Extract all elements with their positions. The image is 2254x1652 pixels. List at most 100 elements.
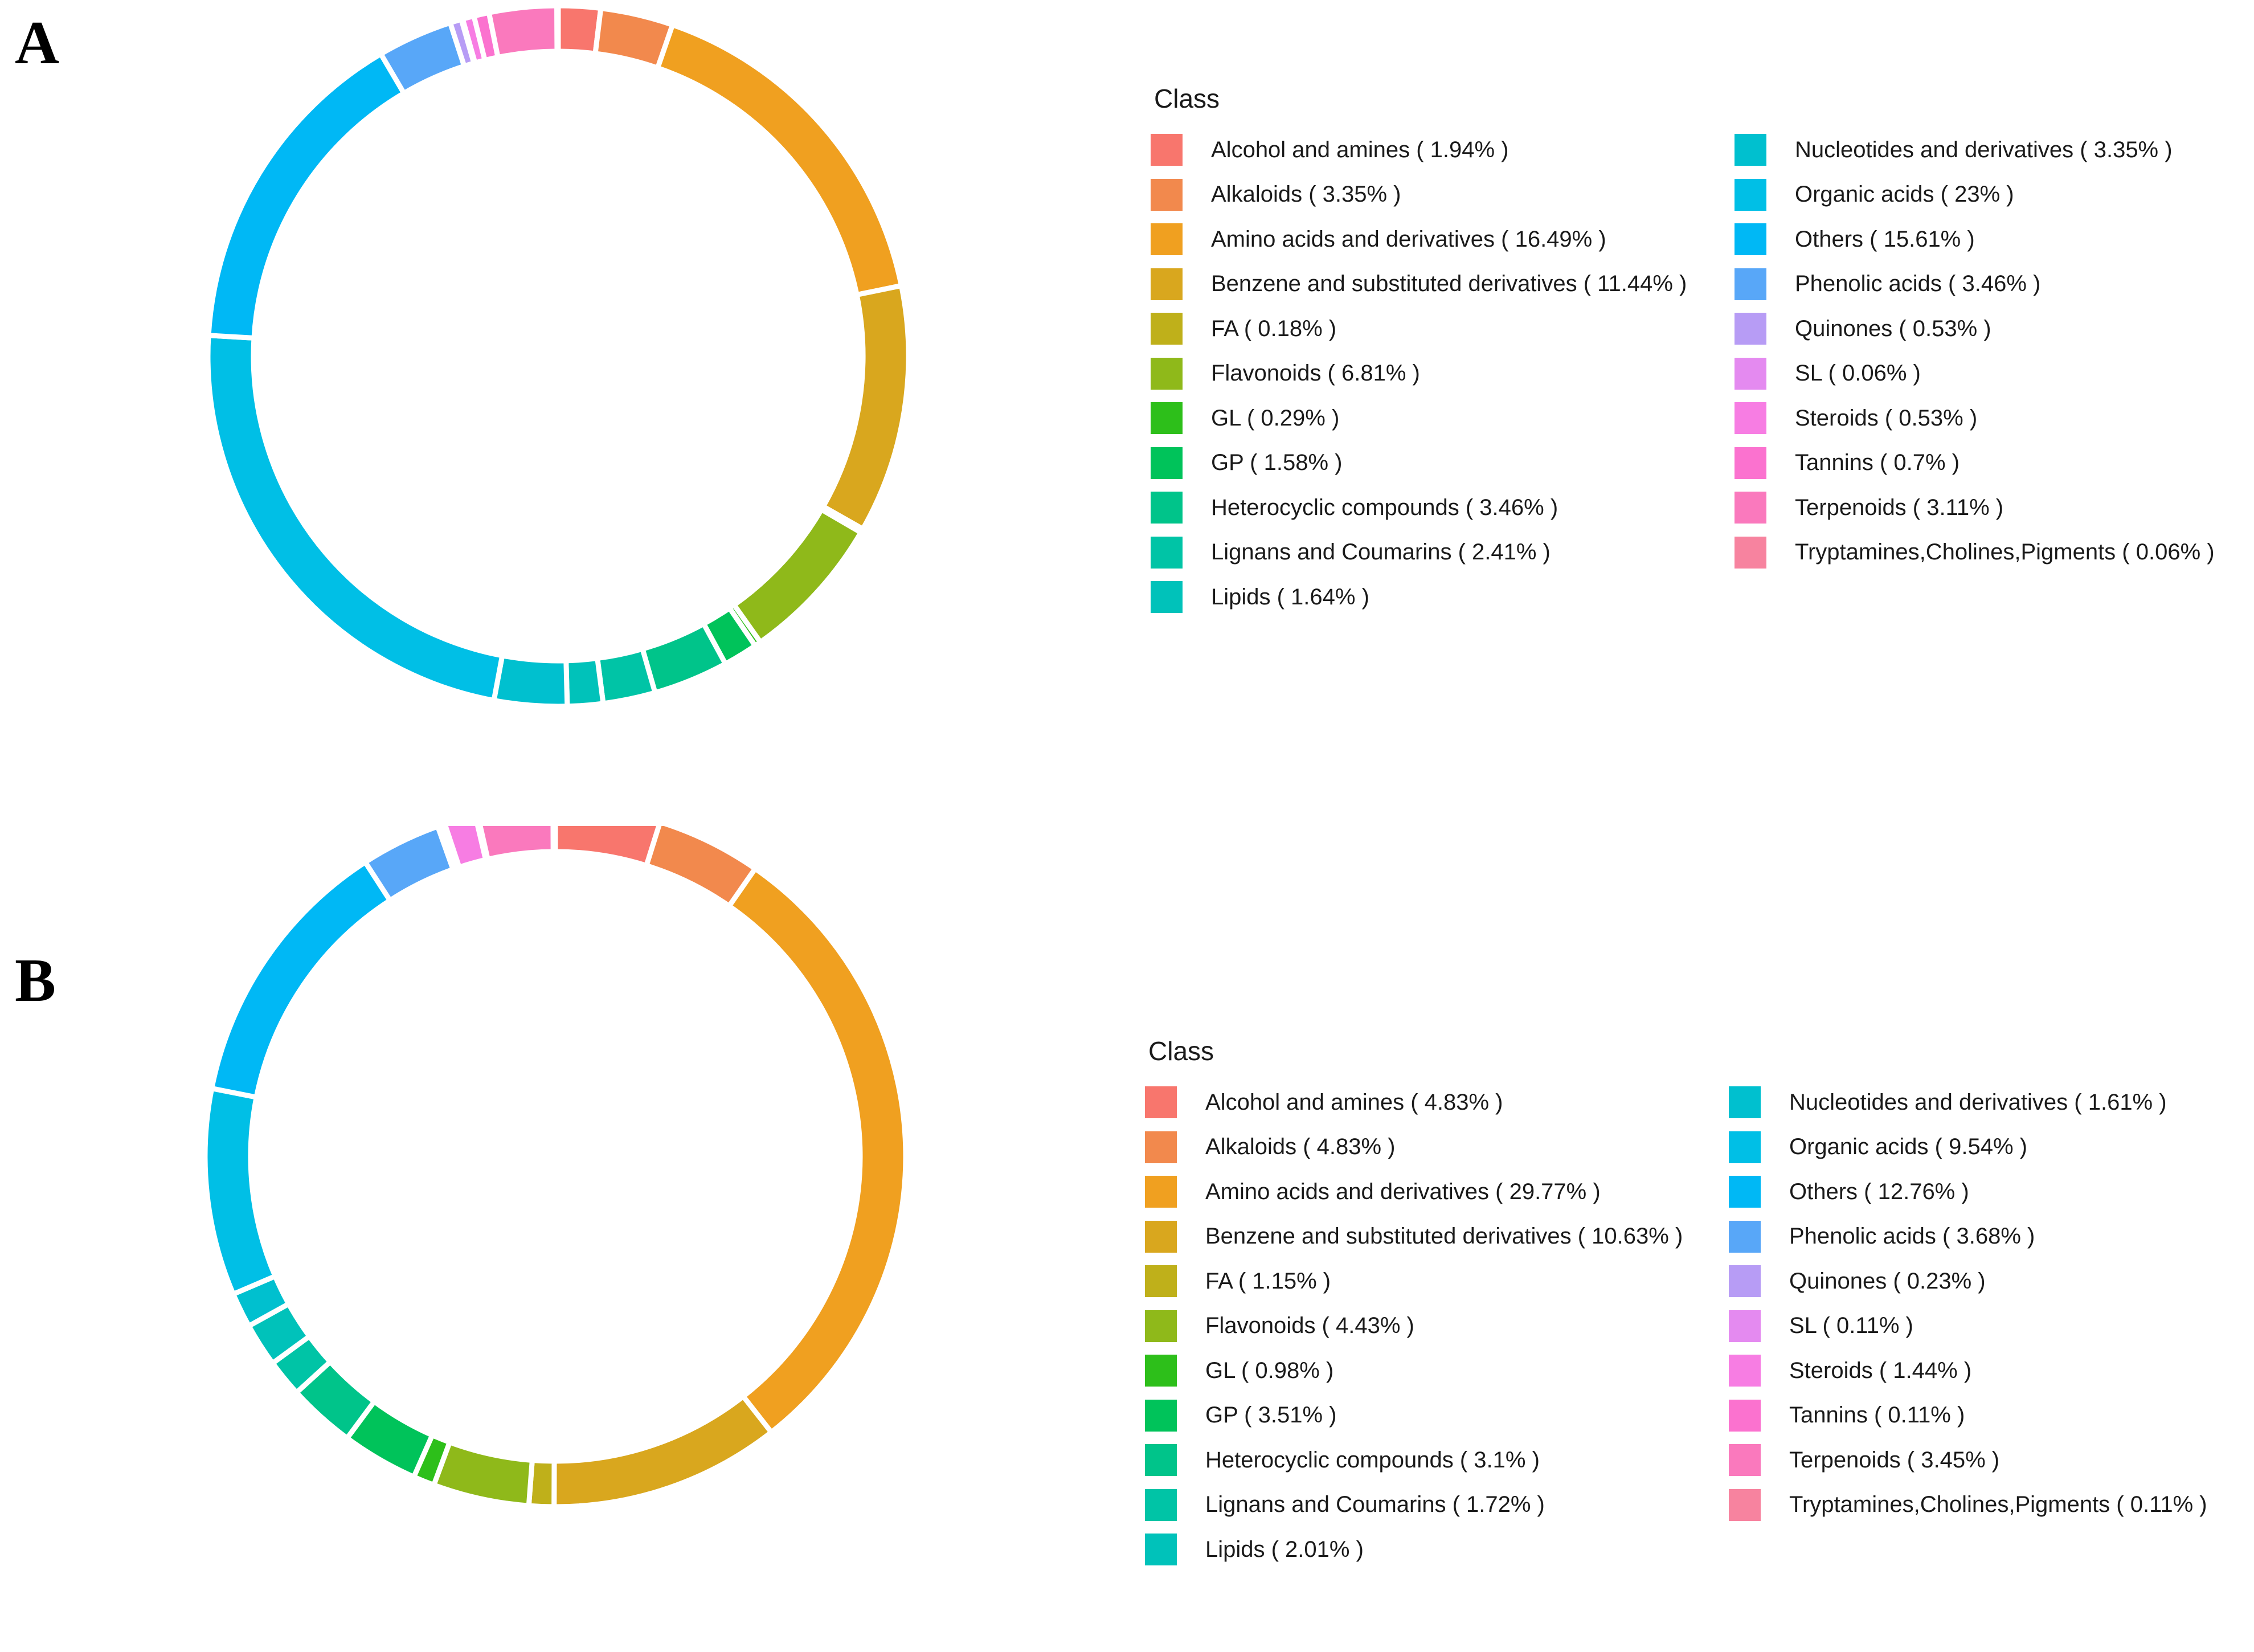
legend-item-lignans-and-coumarins: Lignans and Coumarins ( 1.72% ) <box>1145 1483 1729 1528</box>
slice-terpenoids <box>477 826 556 862</box>
legend-item-gl: GL ( 0.98% ) <box>1145 1348 1729 1393</box>
legend-item-lignans-and-coumarins: Lignans and Coumarins ( 2.41% ) <box>1151 530 1735 575</box>
legend-column-right: Nucleotides and derivatives ( 1.61% ) Org… <box>1729 1080 2207 1572</box>
legend-item-tryptamines-cholines-pigments: Tryptamines,Cholines,Pigments ( 0.06% ) <box>1735 530 2215 575</box>
legend-swatch <box>1735 134 1766 166</box>
legend-item-tryptamines-cholines-pigments: Tryptamines,Cholines,Pigments ( 0.11% ) <box>1729 1483 2207 1528</box>
legend-item-steroids: Steroids ( 0.53% ) <box>1735 396 2215 441</box>
legend-item-others: Others ( 15.61% ) <box>1735 217 2215 262</box>
legend-item-flavonoids: Flavonoids ( 4.43% ) <box>1145 1304 1729 1349</box>
legend-label: Benzene and substituted derivatives ( 11… <box>1211 271 1687 297</box>
legend-label: FA ( 1.15% ) <box>1205 1268 1331 1294</box>
legend-swatch <box>1145 1176 1177 1208</box>
slice-lignans-and-coumarins <box>594 645 658 706</box>
slice-alcohol-and-amines <box>553 826 662 869</box>
legend-column-left: Alcohol and amines ( 1.94% ) Alkaloids ( … <box>1151 128 1735 620</box>
slice-tryptamines-cholines-pigments <box>550 826 558 854</box>
legend-label: Others ( 15.61% ) <box>1795 226 1975 252</box>
legend-swatch <box>1735 402 1766 435</box>
legend-swatch <box>1735 536 1766 569</box>
slice-benzene-and-substituted-derivatives <box>551 1392 775 1510</box>
legend-item-benzene-and-substituted-derivatives: Benzene and substituted derivatives ( 10… <box>1145 1215 1729 1260</box>
legend-item-fa: FA ( 1.15% ) <box>1145 1259 1729 1304</box>
legend-item-amino-acids-and-derivatives: Amino acids and derivatives ( 16.49% ) <box>1151 217 1735 262</box>
legend-item-organic-acids: Organic acids ( 9.54% ) <box>1729 1125 2207 1170</box>
legend-label: Lipids ( 1.64% ) <box>1211 584 1369 610</box>
legend-swatch <box>1151 178 1183 211</box>
legend-swatch <box>1145 1265 1177 1298</box>
legend-label: Nucleotides and derivatives ( 3.35% ) <box>1795 137 2173 162</box>
legend-item-phenolic-acids: Phenolic acids ( 3.46% ) <box>1735 262 2215 307</box>
legend-item-nucleotides-and-derivatives: Nucleotides and derivatives ( 3.35% ) <box>1735 128 2215 173</box>
legend-label: Others ( 12.76% ) <box>1789 1179 1969 1204</box>
legend-label: Heterocyclic compounds ( 3.46% ) <box>1211 494 1558 520</box>
legend-label: Terpenoids ( 3.45% ) <box>1789 1447 2000 1473</box>
legend-item-benzene-and-substituted-derivatives: Benzene and substituted derivatives ( 11… <box>1151 262 1735 307</box>
legend-label: Alcohol and amines ( 4.83% ) <box>1205 1089 1503 1115</box>
legend-item-heterocyclic-compounds: Heterocyclic compounds ( 3.46% ) <box>1151 485 1735 530</box>
legend-label: Organic acids ( 9.54% ) <box>1789 1134 2027 1160</box>
slice-organic-acids <box>202 1085 279 1298</box>
legend-label: GL ( 0.98% ) <box>1205 1357 1334 1383</box>
legend: Class Alcohol and amines ( 1.94% ) Alkalo… <box>1151 85 2215 620</box>
legend-title: Class <box>1154 84 1220 113</box>
legend-swatch <box>1151 536 1183 569</box>
legend-item-terpenoids: Terpenoids ( 3.11% ) <box>1735 485 2215 530</box>
legend-label: Amino acids and derivatives ( 29.77% ) <box>1205 1179 1601 1204</box>
legend-label: Quinones ( 0.53% ) <box>1795 316 1991 341</box>
legend-label: Tryptamines,Cholines,Pigments ( 0.06% ) <box>1795 539 2215 565</box>
legend-swatch <box>1735 357 1766 390</box>
legend-item-gl: GL ( 0.29% ) <box>1151 396 1735 441</box>
legend-item-lipids: Lipids ( 2.01% ) <box>1145 1527 1729 1572</box>
legend-label: Alkaloids ( 4.83% ) <box>1205 1134 1396 1160</box>
legend-label: Tannins ( 0.7% ) <box>1795 450 1960 476</box>
legend-swatch <box>1729 1086 1761 1119</box>
legend-swatch <box>1729 1131 1761 1163</box>
legend-swatch <box>1145 1310 1177 1342</box>
legend-label: Lignans and Coumarins ( 1.72% ) <box>1205 1492 1545 1518</box>
legend-label: Amino acids and derivatives ( 16.49% ) <box>1211 226 1606 252</box>
legend-label: Flavonoids ( 6.81% ) <box>1211 361 1420 386</box>
legend-item-sl: SL ( 0.06% ) <box>1735 351 2215 396</box>
legend-swatch <box>1151 313 1183 345</box>
slice-nucleotides-and-derivatives <box>490 652 570 709</box>
legend-swatch <box>1729 1220 1761 1253</box>
legend-label: Tannins ( 0.11% ) <box>1789 1402 1965 1428</box>
legend-label: Terpenoids ( 3.11% ) <box>1795 494 2004 520</box>
legend-swatch <box>1735 178 1766 211</box>
legend-swatch <box>1151 268 1183 300</box>
slice-benzene-and-substituted-derivatives <box>820 283 911 533</box>
panel-a: A Class Alcohol and amines ( 1.94% ) Alka… <box>15 6 2215 709</box>
legend-swatch <box>1735 268 1766 300</box>
legend-column-left: Alcohol and amines ( 4.83% ) Alkaloids ( … <box>1145 1080 1729 1572</box>
panel-label: B <box>15 947 56 1015</box>
slice-amino-acids-and-derivatives <box>654 21 905 298</box>
legend-label: Alkaloids ( 3.35% ) <box>1211 182 1401 207</box>
legend-swatch <box>1145 1444 1177 1477</box>
legend-swatch <box>1729 1310 1761 1342</box>
legend-swatch <box>1151 447 1183 479</box>
legend-item-flavonoids: Flavonoids ( 6.81% ) <box>1151 351 1735 396</box>
legend-item-fa: FA ( 0.18% ) <box>1151 306 1735 351</box>
legend-swatch <box>1729 1489 1761 1521</box>
legend-swatch <box>1145 1131 1177 1163</box>
legend-swatch <box>1145 1220 1177 1253</box>
legend-item-nucleotides-and-derivatives: Nucleotides and derivatives ( 1.61% ) <box>1729 1080 2207 1125</box>
legend-item-tannins: Tannins ( 0.11% ) <box>1729 1393 2207 1438</box>
legend-swatch <box>1145 1086 1177 1119</box>
legend-label: Flavonoids ( 4.43% ) <box>1205 1313 1414 1339</box>
legend-label: Tryptamines,Cholines,Pigments ( 0.11% ) <box>1789 1492 2207 1518</box>
legend-swatch <box>1735 492 1766 524</box>
legend-item-alcohol-and-amines: Alcohol and amines ( 1.94% ) <box>1151 128 1735 173</box>
panel-label: A <box>15 9 59 77</box>
legend-item-alkaloids: Alkaloids ( 3.35% ) <box>1151 173 1735 218</box>
legend-title: Class <box>1148 1036 1214 1066</box>
legend-label: Phenolic acids ( 3.68% ) <box>1789 1224 2035 1249</box>
legend-item-others: Others ( 12.76% ) <box>1729 1170 2207 1215</box>
legend-swatch <box>1729 1355 1761 1387</box>
legend-label: Alcohol and amines ( 1.94% ) <box>1211 137 1509 162</box>
legend-item-phenolic-acids: Phenolic acids ( 3.68% ) <box>1729 1215 2207 1260</box>
legend-label: Phenolic acids ( 3.46% ) <box>1795 271 2041 297</box>
legend-item-steroids: Steroids ( 1.44% ) <box>1729 1348 2207 1393</box>
legend-swatch <box>1735 447 1766 479</box>
